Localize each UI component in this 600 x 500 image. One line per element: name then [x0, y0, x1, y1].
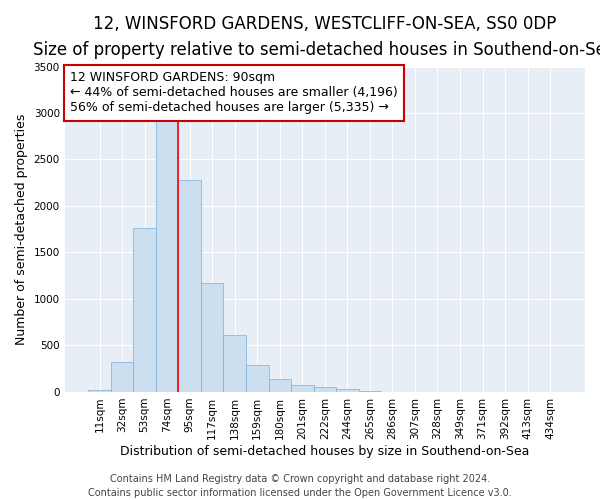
Bar: [156, 122, 178, 392]
Bar: [336, 388, 359, 392]
Bar: [133, 228, 156, 392]
Title: 12, WINSFORD GARDENS, WESTCLIFF-ON-SEA, SS0 0DP
Size of property relative to sem: 12, WINSFORD GARDENS, WESTCLIFF-ON-SEA, …: [34, 15, 600, 60]
Bar: [201, 282, 223, 392]
Bar: [111, 362, 133, 392]
Bar: [291, 385, 314, 392]
Bar: [246, 364, 269, 392]
Bar: [223, 335, 246, 392]
Bar: [359, 391, 381, 392]
Bar: [178, 180, 201, 392]
Y-axis label: Number of semi-detached properties: Number of semi-detached properties: [15, 114, 28, 345]
Bar: [314, 387, 336, 392]
Text: Contains HM Land Registry data © Crown copyright and database right 2024.
Contai: Contains HM Land Registry data © Crown c…: [88, 474, 512, 498]
Text: 12 WINSFORD GARDENS: 90sqm
← 44% of semi-detached houses are smaller (4,196)
56%: 12 WINSFORD GARDENS: 90sqm ← 44% of semi…: [70, 72, 398, 114]
X-axis label: Distribution of semi-detached houses by size in Southend-on-Sea: Distribution of semi-detached houses by …: [120, 444, 530, 458]
Bar: [269, 379, 291, 392]
Bar: [88, 390, 111, 392]
